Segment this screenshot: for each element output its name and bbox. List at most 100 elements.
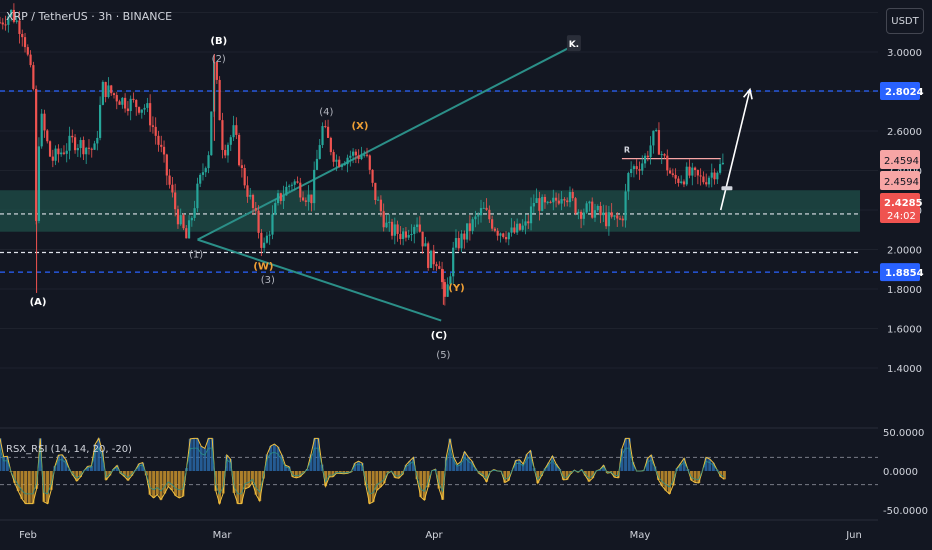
candle-body [324,126,327,128]
candle-body [29,54,32,66]
candle-body [568,192,572,203]
candle-body [349,155,352,158]
candle-body [165,154,168,176]
candle-body [688,166,691,176]
candle-body [76,148,79,151]
candle-body [660,154,663,156]
candle-body [26,47,29,55]
wave-label: (2) [212,54,226,65]
candle-body [593,210,597,218]
candle-body [112,93,116,96]
candle-body [393,224,396,236]
candle-body [677,178,680,183]
wave-label: (1) [189,249,203,260]
support-zone-layer [0,190,860,232]
candle-body [477,215,480,217]
candle-body [379,199,383,212]
candle-body [535,198,538,203]
time-tick-label: Jun [845,530,862,541]
candle-body [160,144,163,147]
candle-body [646,155,649,158]
candle-body [68,135,71,151]
candle-body [607,212,610,227]
candle-body [93,143,96,150]
candle-body [73,137,77,151]
candle-body [115,95,118,102]
candle-body [527,221,530,224]
candle-body [499,233,502,236]
candle-body [446,284,449,297]
candle-body [579,211,583,219]
wave-lines: K. [197,35,581,322]
candle-body [182,215,185,229]
candle-body [599,205,602,216]
candle-body [438,266,441,269]
candle-body [513,227,516,233]
candle-body [185,228,188,239]
candle-body [193,208,196,218]
candle-body [154,126,157,136]
candle-body [48,141,52,157]
candle-body [457,238,460,249]
candle-body [707,177,711,185]
candle-body [313,169,316,204]
candle-body [143,107,146,110]
candle-body [635,166,638,170]
candle-body [215,62,218,80]
candle-body [46,130,49,142]
candle-body [315,158,319,170]
candle-body [643,155,647,164]
candle-body [146,103,149,108]
candle-body [279,193,282,201]
currency-button[interactable]: USDT [886,8,924,34]
time-axis: Feb Mar Apr May Jun [19,530,862,541]
candle-body [249,194,252,197]
candle-body [332,152,335,162]
candle-body [385,222,388,228]
candle-body [652,130,655,146]
candle-body [149,103,152,126]
time-tick-label: Feb [19,530,37,541]
candle-body [538,198,541,211]
candle-body [79,140,82,149]
candle-body [60,152,63,155]
wave-label: (Y) [448,283,464,294]
candle-body [162,146,166,155]
level-badge [880,82,920,101]
candle-body [7,16,10,25]
candle-body [87,147,91,149]
candle-body [354,151,357,156]
candle-body [207,155,210,169]
last-price-badge [880,193,920,223]
level-badge-label: 1.8854 [885,268,924,279]
candle-body [719,164,722,173]
rsi-tick-label: 50.0000 [883,428,924,439]
candle-body [98,104,102,138]
candle-body [296,181,299,183]
candle-body [493,228,496,231]
rsi-title: RSX_RSI (14, 14, 20, -20) [6,444,132,455]
candle-body [271,214,274,235]
candle-body [418,224,421,232]
candle-body [51,156,54,161]
wave-tag-label: K. [569,40,579,50]
candle-body [4,24,7,26]
candle-body [124,97,127,109]
price-tick-label: 1.6000 [887,325,922,336]
candle-body [12,9,16,22]
candle-body [685,166,688,185]
candle-body [257,210,260,233]
candle-body [218,79,221,121]
candle-body [238,134,241,166]
candle-body [240,165,243,169]
candle-body [21,33,24,38]
price-tick-label: 2.6000 [887,127,922,138]
price-tick-label: 1.4000 [887,364,922,375]
candle-body [137,107,141,113]
candle-body [132,98,135,100]
candle-body [474,216,477,220]
candle-body [174,192,177,210]
candle-body [374,182,377,201]
time-tick-label: May [630,530,651,541]
